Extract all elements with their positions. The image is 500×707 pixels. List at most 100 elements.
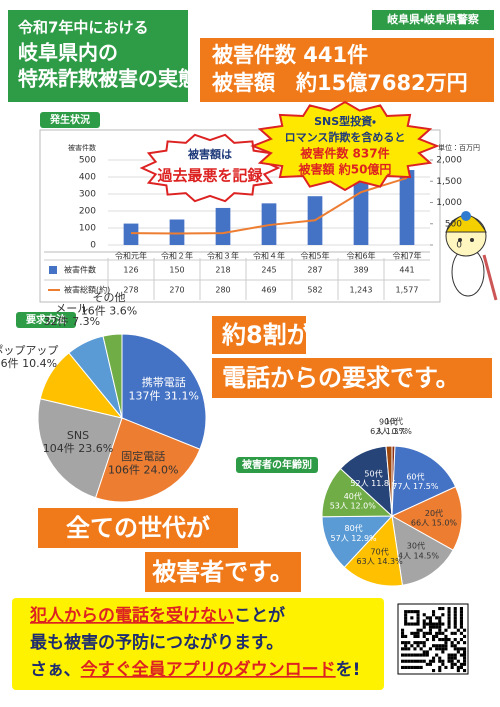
qr-cell bbox=[404, 622, 408, 626]
pie-slice bbox=[121, 333, 207, 450]
qr-cell bbox=[441, 622, 445, 626]
qr-cell bbox=[422, 644, 426, 648]
footer-line: 最も被害の予防につながります。 bbox=[30, 632, 283, 653]
qr-cell bbox=[447, 638, 451, 642]
qr-cell bbox=[404, 659, 408, 663]
qr-cell bbox=[401, 641, 405, 645]
qr-cell bbox=[456, 659, 460, 663]
qr-cell bbox=[453, 622, 457, 626]
qr-cell bbox=[422, 634, 426, 638]
mascot bbox=[445, 211, 498, 301]
table-value: 441 bbox=[399, 266, 414, 275]
qr-cell bbox=[435, 634, 439, 638]
qr-cell bbox=[416, 619, 420, 623]
qr-cell bbox=[407, 665, 411, 669]
qr-cell bbox=[450, 662, 454, 666]
qr-cell bbox=[419, 628, 423, 632]
qr-cell bbox=[432, 634, 436, 638]
qr-cell bbox=[407, 610, 411, 614]
summary-box bbox=[200, 38, 494, 102]
line-series bbox=[130, 177, 408, 235]
table-value: 287 bbox=[307, 266, 322, 275]
qr-cell bbox=[450, 659, 454, 663]
footer-segment: ことが bbox=[234, 605, 285, 626]
qr-cell bbox=[401, 653, 405, 657]
qr-cell bbox=[459, 616, 463, 620]
qr-cell bbox=[447, 607, 451, 611]
qr-cell bbox=[425, 622, 429, 626]
qr-cell bbox=[422, 650, 426, 654]
section-label: 発生状況 bbox=[49, 113, 90, 126]
headline: 電話からの要求です。 bbox=[222, 364, 460, 392]
qr-cell bbox=[453, 616, 457, 620]
section-label: 被害者の年齢別 bbox=[241, 458, 312, 471]
qr-cell bbox=[404, 634, 408, 638]
callout-text: 被害額は bbox=[187, 147, 232, 161]
qr-cell bbox=[416, 665, 420, 669]
qr-cell bbox=[401, 628, 405, 632]
pie-value-label: 137件 31.1% bbox=[129, 389, 199, 402]
y-tick-label: 500 bbox=[79, 156, 96, 166]
callout-text: 過去最悪を記録 bbox=[157, 167, 263, 185]
qr-cell bbox=[413, 641, 417, 645]
qr-cell bbox=[438, 644, 442, 648]
qr-cell bbox=[450, 644, 454, 648]
qr-cell bbox=[416, 616, 420, 620]
qr-cell bbox=[450, 665, 454, 669]
x-tick-label: 令和6年 bbox=[346, 251, 375, 261]
headline: 全ての世代が bbox=[66, 514, 210, 542]
qr-cell bbox=[407, 659, 411, 663]
table-value: 245 bbox=[261, 266, 276, 275]
title-box bbox=[8, 10, 188, 102]
qr-cell bbox=[438, 607, 442, 611]
legend-label: 被害総額(約) bbox=[64, 285, 110, 295]
qr-cell bbox=[416, 613, 420, 617]
pie-value-label: 77人 17.5% bbox=[392, 481, 439, 490]
table-value: 218 bbox=[215, 266, 230, 275]
qr-cell bbox=[447, 616, 451, 620]
title-line: 岐阜県内の bbox=[18, 41, 118, 65]
qr-cell bbox=[432, 659, 436, 663]
qr-cell bbox=[438, 628, 442, 632]
pie-label: ポップアップ46件 10.4% bbox=[0, 344, 58, 370]
pie-category: 携帯電話 bbox=[142, 376, 186, 389]
qr-cell bbox=[438, 622, 442, 626]
qr-cell bbox=[432, 656, 436, 660]
headline: 被害者です。 bbox=[151, 558, 294, 586]
bar bbox=[123, 223, 139, 245]
table-value: 278 bbox=[123, 286, 138, 295]
qr-cell bbox=[456, 641, 460, 645]
qr-cell bbox=[404, 613, 408, 617]
y-tick-label: 100 bbox=[79, 224, 96, 234]
qr-cell bbox=[447, 622, 451, 626]
qr-cell bbox=[456, 669, 460, 673]
pie-value-label: 104件 23.6% bbox=[43, 442, 113, 455]
qr-cell bbox=[404, 641, 408, 645]
qr-cell bbox=[416, 628, 420, 632]
y-tick-label: 0 bbox=[90, 241, 96, 251]
qr-cell bbox=[447, 653, 451, 657]
qr-cell bbox=[422, 659, 426, 663]
qr-cell bbox=[459, 631, 463, 635]
qr-cell bbox=[416, 622, 420, 626]
qr-cell bbox=[438, 625, 442, 629]
table-value: 270 bbox=[169, 286, 184, 295]
qr-cell bbox=[453, 653, 457, 657]
qr-cell bbox=[425, 650, 429, 654]
pie-value-label: 63人 14.3% bbox=[357, 556, 404, 565]
qr-cell bbox=[419, 665, 423, 669]
qr-cell bbox=[438, 659, 442, 663]
legend-swatch bbox=[49, 266, 57, 274]
footer-segment: さぁ、 bbox=[30, 660, 81, 680]
qr-cell bbox=[438, 669, 442, 673]
callout-text: SNS型投資・ bbox=[314, 114, 376, 128]
qr-cell bbox=[441, 662, 445, 666]
qr-cell bbox=[444, 665, 448, 669]
qr-cell bbox=[404, 647, 408, 651]
qr-cell bbox=[459, 653, 463, 657]
qr-cell bbox=[459, 665, 463, 669]
table-value: 469 bbox=[261, 286, 276, 295]
qr-cell bbox=[425, 631, 429, 635]
pie-slice bbox=[385, 445, 393, 517]
qr-cell bbox=[459, 619, 463, 623]
